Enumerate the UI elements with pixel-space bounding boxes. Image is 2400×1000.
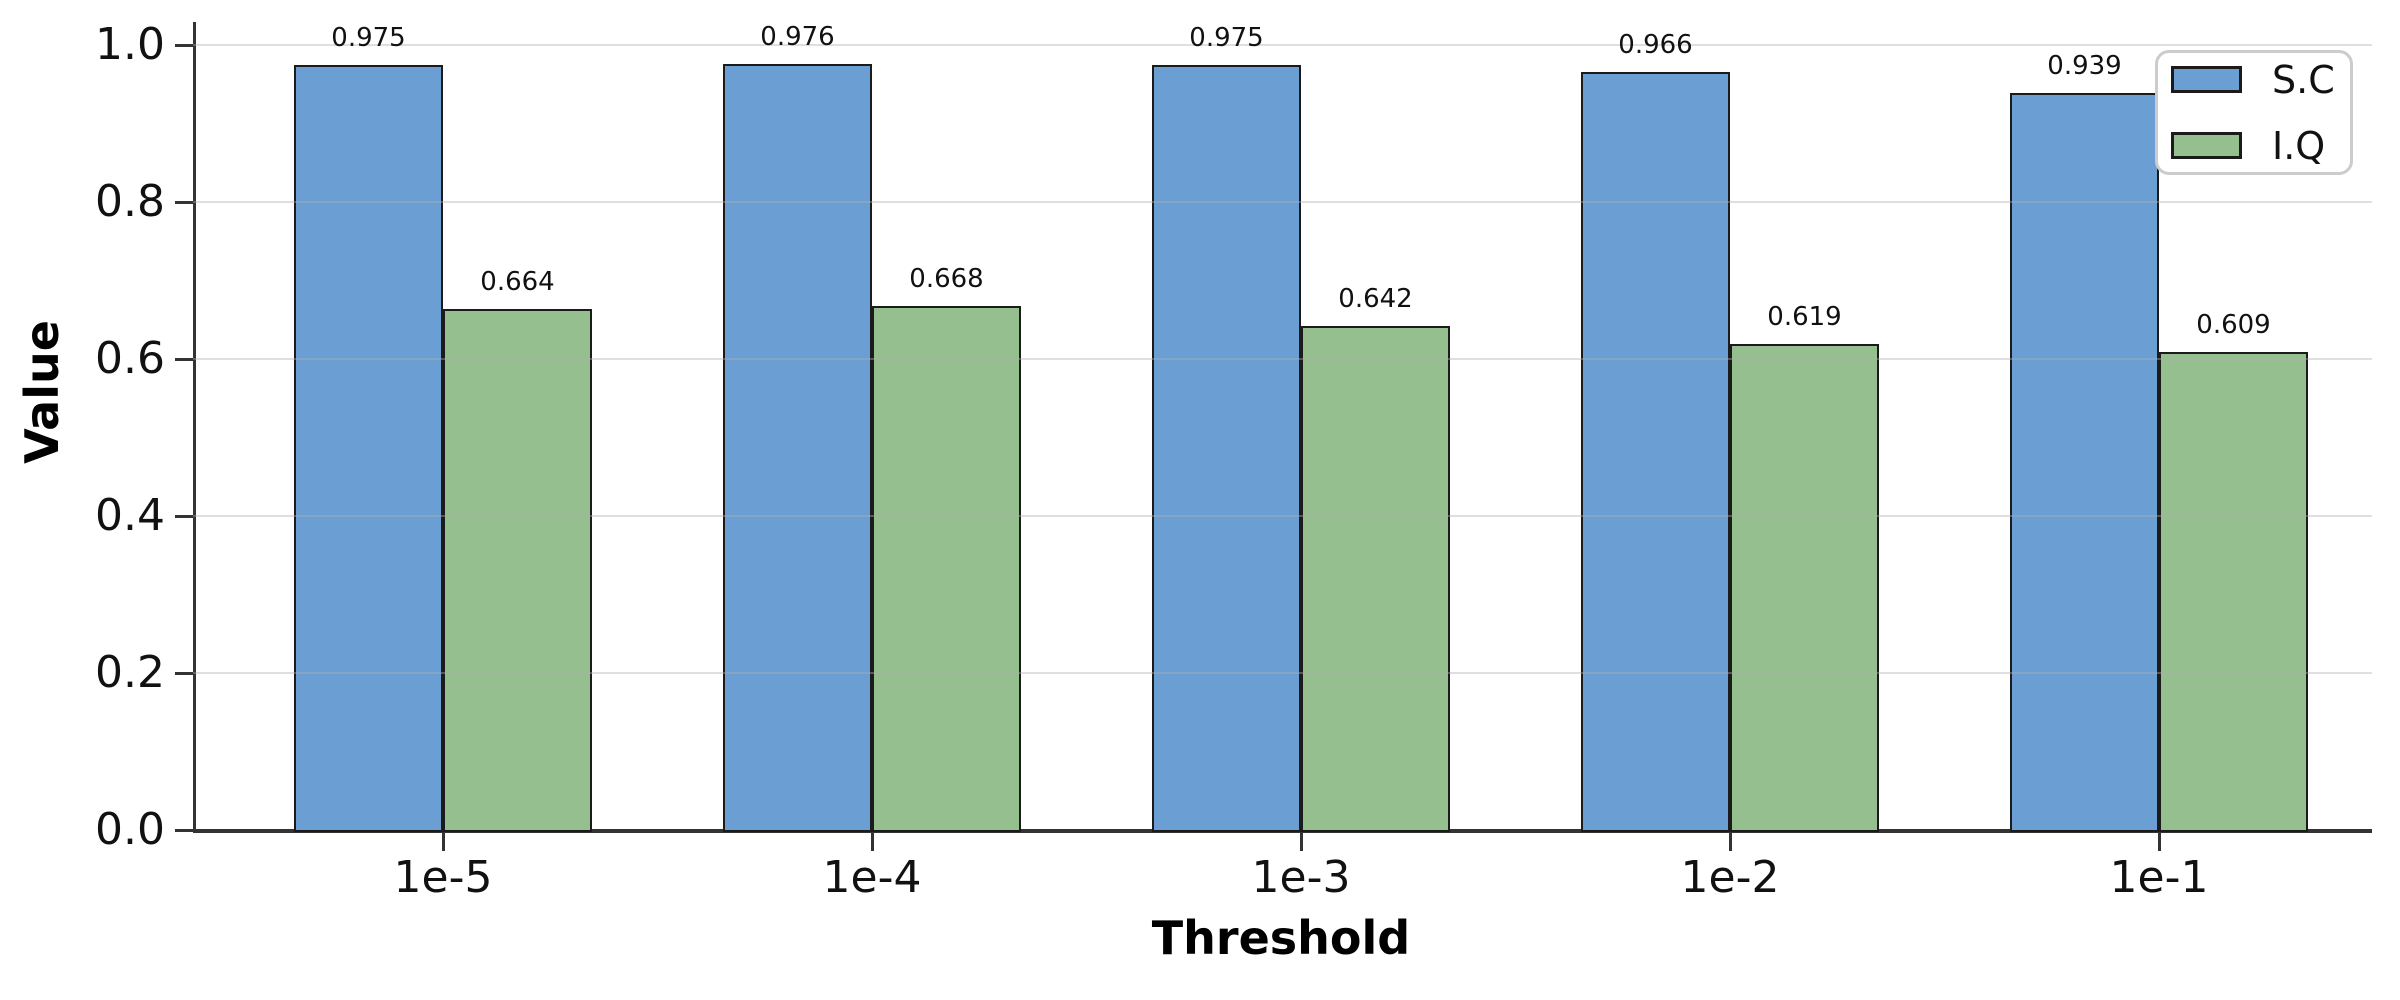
bar-iq (2159, 351, 2308, 832)
x-tick (2157, 833, 2161, 851)
y-tick-label: 0.0 (95, 804, 165, 855)
bar-iq (1301, 326, 1450, 832)
legend-item-iq: I.Q (2171, 126, 2350, 166)
x-tick (870, 833, 874, 851)
gridline (193, 44, 2372, 46)
bar-value-label: 0.609 (2196, 309, 2271, 340)
bar-value-label: 0.664 (480, 266, 555, 297)
y-tick (175, 515, 193, 518)
y-tick (175, 358, 193, 361)
y-tick-label: 0.2 (95, 647, 165, 698)
x-axis-label: Threshold (1151, 911, 1411, 965)
gridline (193, 515, 2372, 517)
bar-value-label: 0.975 (1189, 22, 1264, 53)
x-tick-label: 1e-3 (1251, 852, 1351, 903)
x-tick (1299, 833, 1303, 851)
bar-iq (872, 305, 1021, 832)
y-tick (175, 672, 193, 675)
x-tick-label: 1e-1 (2109, 852, 2209, 903)
x-tick-label: 1e-4 (822, 852, 922, 903)
x-tick-label: 1e-5 (393, 852, 493, 903)
bar-value-label: 0.975 (331, 22, 406, 53)
bar-sc (1152, 64, 1301, 832)
bar-sc (294, 64, 443, 832)
bar-value-label: 0.619 (1767, 302, 1842, 333)
legend: S.C I.Q (2155, 50, 2353, 175)
x-tick (1728, 833, 1732, 851)
legend-label-sc: S.C (2272, 57, 2335, 102)
y-tick-label: 1.0 (95, 19, 165, 70)
y-tick (175, 201, 193, 204)
y-tick-label: 0.6 (95, 333, 165, 384)
bar-value-label: 0.642 (1338, 284, 1413, 315)
bar-iq (1730, 344, 1879, 832)
y-tick-label: 0.8 (95, 176, 165, 227)
y-tick-label: 0.4 (95, 490, 165, 541)
gridline (193, 672, 2372, 674)
y-axis-label: Value (15, 320, 69, 464)
legend-swatch-iq (2171, 132, 2242, 159)
y-axis-spine (193, 22, 196, 833)
bar-iq (443, 308, 592, 832)
bar-sc (1581, 71, 1730, 832)
bar-sc (723, 63, 872, 832)
legend-item-sc: S.C (2171, 60, 2350, 100)
y-tick (175, 44, 193, 47)
x-tick (441, 833, 445, 851)
bar-value-label: 0.976 (760, 21, 835, 52)
y-tick (175, 829, 193, 832)
bar-sc (2010, 92, 2159, 832)
bar-value-label: 0.668 (909, 263, 984, 294)
gridline (193, 358, 2372, 360)
gridline (193, 201, 2372, 203)
legend-label-iq: I.Q (2272, 123, 2326, 168)
bar-value-label: 0.939 (2047, 50, 2122, 81)
x-tick-label: 1e-2 (1680, 852, 1780, 903)
legend-swatch-sc (2171, 66, 2242, 93)
bar-value-label: 0.966 (1618, 29, 1693, 60)
